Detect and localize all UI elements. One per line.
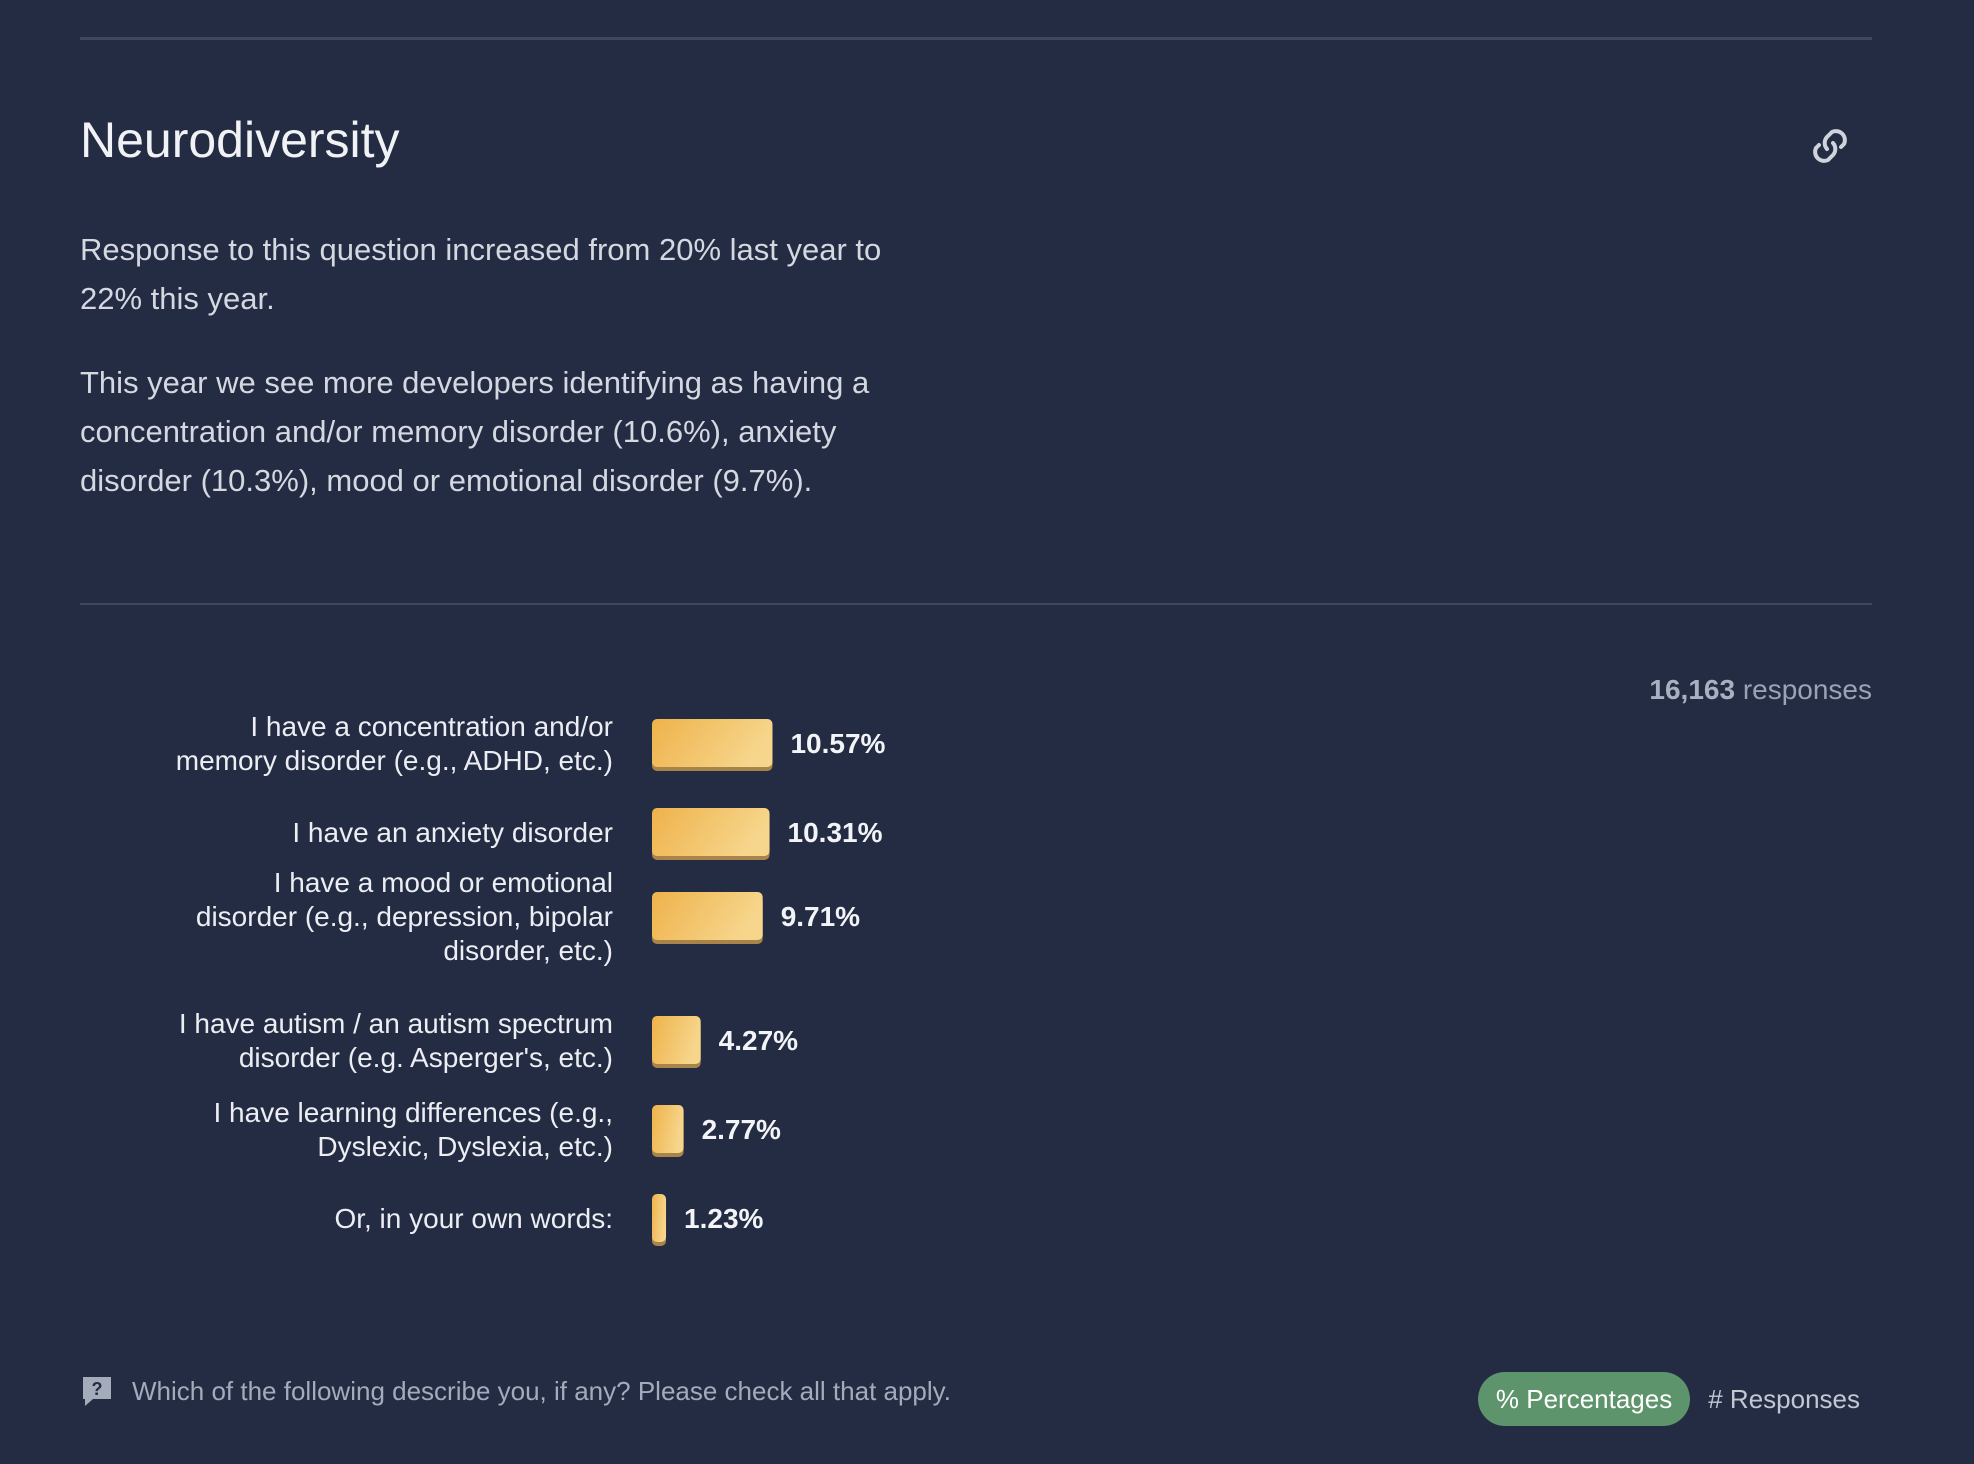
category-label: I have an anxiety disorder [292,817,613,848]
category-label: I have a mood or emotional disorder (e.g.… [196,867,613,966]
bar[interactable] [652,1016,701,1064]
value-label: 1.23% [684,1203,763,1234]
value-label: 9.71% [781,901,860,932]
bar[interactable] [652,892,763,940]
display-toggle: % Percentages # Responses [1477,1372,1878,1426]
bar[interactable] [652,1194,667,1242]
bar[interactable] [652,719,773,767]
category-label: I have learning differences (e.g., Dyslex… [213,1097,613,1162]
chart-bars: I have a concentration and/or memory diso… [176,711,886,1246]
description-paragraph: This year we see more developers identif… [80,365,870,498]
question-icon: ? [83,1377,111,1406]
bar[interactable] [652,808,770,856]
description-paragraph: Response to this question increased from… [80,232,882,316]
category-label: I have a concentration and/or memory diso… [176,711,613,776]
value-label: 10.57% [790,728,885,759]
question-footer: ? Which of the following describe you, i… [80,1374,951,1408]
responses-count: 16,163 responses [1649,672,1872,708]
responses-label: responses [1742,674,1872,705]
percentages-toggle-button[interactable]: % Percentages [1477,1372,1691,1426]
value-label: 2.77% [702,1114,781,1145]
responses-number: 16,163 [1649,674,1736,705]
value-label: 4.27% [719,1025,798,1056]
svg-text:?: ? [92,1379,103,1399]
question-text: Which of the following describe you, if … [132,1375,951,1406]
chart-divider [80,603,1872,605]
top-divider [80,37,1872,40]
category-label: I have autism / an autism spectrum disord… [179,1008,613,1073]
section-title: Neurodiversity [80,112,400,168]
bar[interactable] [652,1105,684,1153]
bar-chart: I have a concentration and/or memory diso… [176,711,886,1246]
value-label: 10.31% [788,817,883,848]
responses-toggle-button[interactable]: # Responses [1690,1372,1878,1426]
category-label: Or, in your own words: [334,1203,613,1234]
link-icon[interactable] [1808,124,1852,168]
